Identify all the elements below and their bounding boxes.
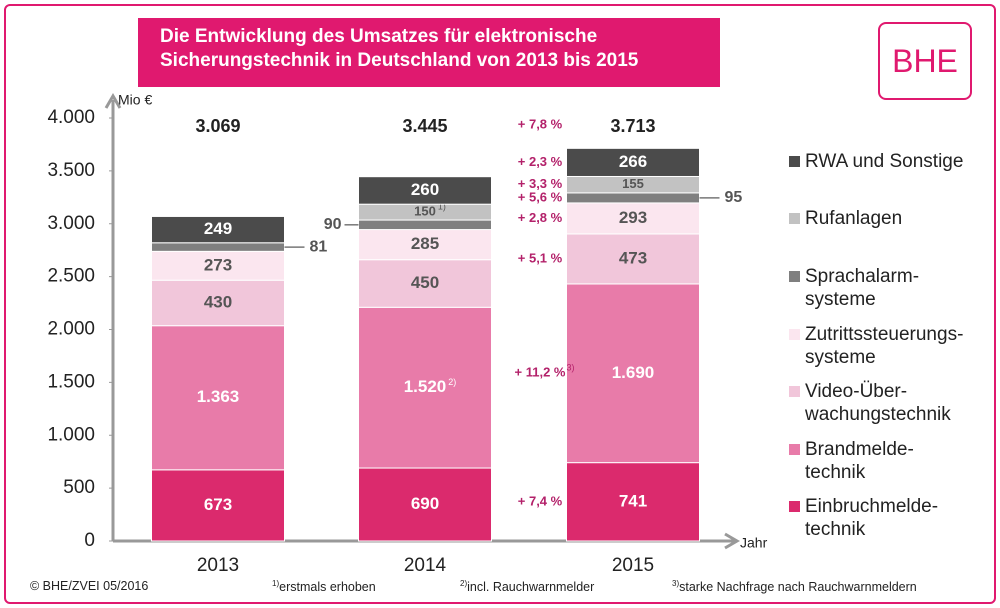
footnote-text: erstmals erhoben xyxy=(279,580,376,595)
logo: BHE xyxy=(878,22,972,100)
value-label: 673 xyxy=(204,495,232,514)
x-axis-arrow xyxy=(724,532,740,550)
bar-segment xyxy=(358,306,492,469)
bar-segment xyxy=(151,250,285,281)
value-label: 273 xyxy=(204,255,232,274)
total-label: 3.445 xyxy=(402,116,447,136)
growth-label: + 7,4 % xyxy=(518,493,563,508)
value-label: 430 xyxy=(204,292,232,311)
value-label: 81 xyxy=(310,238,328,255)
footnote-text: starke Nachfrage nach Rauchwarnmeldern xyxy=(679,580,917,595)
bar-segment xyxy=(566,462,700,542)
growth-label: + 7,8 % xyxy=(518,116,563,131)
growth-label: + 5,6 % xyxy=(518,189,563,204)
x-tick-label: 2014 xyxy=(404,555,447,576)
footnote-text: incl. Rauchwarnmelder xyxy=(467,580,595,595)
y-tick-label: 4.000 xyxy=(47,107,95,128)
legend-label: Einbruchmelde- technik xyxy=(805,496,939,540)
bar-segment xyxy=(358,219,492,231)
footnote-mark: 2) xyxy=(448,377,456,387)
growth-label: + 5,1 % xyxy=(518,250,563,265)
y-axis-label: Mio € xyxy=(118,92,152,108)
bar-segment xyxy=(151,242,285,252)
bar-segment xyxy=(151,469,285,542)
legend-label: Sprachalarm- systeme xyxy=(805,266,920,310)
value-label: 1.363 xyxy=(197,387,240,406)
footnote: 3)starke Nachfrage nach Rauchwarnmeldern xyxy=(672,579,917,594)
legend-label: Rufanlagen xyxy=(805,208,903,229)
value-label: 473 xyxy=(619,248,647,267)
value-label: 293 xyxy=(619,208,647,227)
legend-label: Video-Über- wachungstechnik xyxy=(805,381,951,425)
bar-segment xyxy=(566,233,700,285)
bar-segment xyxy=(358,176,492,205)
bar-segment xyxy=(358,259,492,308)
legend-swatch xyxy=(789,271,800,282)
value-label: 90 xyxy=(324,216,342,233)
x-axis-label: Jahr xyxy=(740,535,768,551)
bar-segment xyxy=(151,215,285,244)
legend-swatch xyxy=(789,444,800,455)
value-label: 690 xyxy=(411,494,439,513)
x-tick-label: 2013 xyxy=(197,555,239,576)
y-tick-label: 3.500 xyxy=(47,160,95,181)
value-label: 1.690 xyxy=(612,363,655,382)
y-axis-arrow xyxy=(104,93,122,109)
bar-segment xyxy=(358,467,492,542)
y-tick-label: 2.000 xyxy=(47,319,95,340)
footnote-mark: 3) xyxy=(672,579,680,588)
growth-label: + 11,2 % xyxy=(515,365,566,380)
value-label: 285 xyxy=(411,234,439,253)
bar-segment xyxy=(566,192,700,204)
bar-segment xyxy=(566,283,700,464)
legend-swatch xyxy=(789,501,800,512)
footnote-mark: 3) xyxy=(566,363,574,373)
y-tick-label: 1.000 xyxy=(47,424,95,445)
footnote-mark: 1) xyxy=(438,201,446,211)
value-label: 266 xyxy=(619,152,647,171)
total-label: 3.713 xyxy=(610,116,655,136)
total-label: 3.069 xyxy=(195,116,240,136)
growth-label: + 2,3 % xyxy=(518,154,563,169)
value-label: 150 xyxy=(414,204,436,219)
bar-segment xyxy=(151,279,285,327)
value-label: 741 xyxy=(619,491,647,510)
value-label: 1.520 xyxy=(404,377,447,396)
y-tick-label: 1.500 xyxy=(47,371,95,392)
bar-segment xyxy=(566,202,700,235)
legend-swatch xyxy=(789,213,800,224)
footnote: 2)incl. Rauchwarnmelder xyxy=(460,579,594,594)
footnote-mark: 2) xyxy=(460,579,468,588)
legend-swatch xyxy=(789,156,800,167)
value-label: 450 xyxy=(411,273,439,292)
growth-label: + 2,8 % xyxy=(518,210,563,225)
footnote: 1)erstmals erhoben xyxy=(272,579,376,594)
legend-label: Brandmelde- technik xyxy=(805,439,914,483)
bar-segment xyxy=(566,147,700,177)
value-label: 95 xyxy=(725,189,743,206)
y-tick-label: 0 xyxy=(84,530,95,551)
source: © BHE/ZVEI 05/2016 xyxy=(30,579,149,593)
y-tick-label: 500 xyxy=(63,477,95,498)
value-label: 249 xyxy=(204,219,232,238)
legend-label: Zutrittssteuerungs- systeme xyxy=(805,324,964,368)
frame xyxy=(4,4,996,604)
legend-swatch xyxy=(789,386,800,397)
legend-label: RWA und Sonstige xyxy=(805,151,964,172)
value-label: 260 xyxy=(411,180,439,199)
y-tick-label: 2.500 xyxy=(47,266,95,287)
legend-swatch xyxy=(789,329,800,340)
bar-segment xyxy=(151,325,285,471)
x-tick-label: 2015 xyxy=(612,555,654,576)
growth-label: + 3,3 % xyxy=(518,176,563,191)
footnote-mark: 1) xyxy=(272,579,280,588)
chart-title: Die Entwicklung des Umsatzes für elektro… xyxy=(138,18,720,87)
value-label: 155 xyxy=(622,176,644,191)
y-tick-label: 3.000 xyxy=(47,213,95,234)
